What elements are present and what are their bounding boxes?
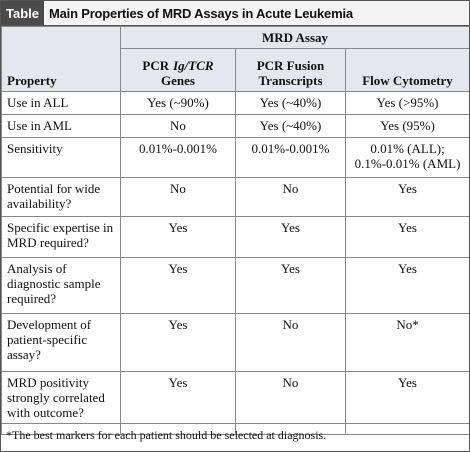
- property-cell: Specific expertise in MRD required?: [1, 216, 121, 258]
- value-cell: Yes: [344, 371, 469, 435]
- column-header-part: PCR Fusion: [256, 58, 325, 73]
- value-cell: Yes: [344, 177, 469, 217]
- value-cell: No: [120, 177, 236, 217]
- value-cell: No: [120, 114, 236, 138]
- property-cell: Use in AML: [1, 114, 121, 138]
- table-body: Use in ALL Yes (~90%) Yes (~40%) Yes (>95%)…: [1, 91, 469, 435]
- footnote: *The best markers for each patient shoul…: [1, 423, 469, 451]
- value-cell: No: [235, 371, 346, 435]
- header-bar: Table Main Properties of MRD Assays in A…: [1, 1, 469, 26]
- value-cell: Yes: [120, 313, 236, 372]
- table-row: Specific expertise in MRD required? Yes Ye…: [1, 216, 469, 258]
- table-row: Development of patient-specific assay? Ye…: [1, 313, 469, 372]
- table-title: Main Properties of MRD Assays in Acute L…: [49, 5, 353, 21]
- header-row: Property MRD Assay: [1, 26, 469, 92]
- value-cell: 0.01% (ALL); 0.1%-0.01% (AML): [344, 137, 469, 178]
- table: Property MRD Assay PCR Ig/TCR Genes PCR Fusio…: [1, 26, 469, 435]
- column-header: Flow Cytometry: [344, 48, 469, 92]
- value-cell: 0.01%-0.001%: [120, 137, 236, 178]
- value-cell: Yes (>95%): [344, 91, 469, 115]
- column-header-part: Flow Cytometry: [362, 73, 453, 88]
- column-header-part: Transcripts: [258, 73, 323, 88]
- table-row: Use in ALL Yes (~90%) Yes (~40%) Yes (>95%): [1, 91, 469, 115]
- value-cell: Yes: [344, 257, 469, 314]
- value-cell: Yes: [120, 371, 236, 435]
- table-row: Use in AML No Yes (~40%) Yes (95%): [1, 114, 469, 138]
- value-cell: Yes: [235, 257, 346, 314]
- column-header-part: Genes: [161, 73, 195, 88]
- value-cell: Yes: [344, 216, 469, 258]
- value-cell: No*: [344, 313, 469, 372]
- value-cell: Yes (~90%): [120, 91, 236, 115]
- header-row: PCR Ig/TCR Genes PCR Fusion Transcripts Flow …: [2, 48, 469, 92]
- column-header: PCR Fusion Transcripts: [235, 48, 346, 92]
- table-row: Analysis of diagnostic sample required? Y…: [1, 257, 469, 314]
- column-header: PCR Ig/TCR Genes: [120, 48, 236, 92]
- table-row: MRD positivity strongly correlated with …: [1, 371, 469, 435]
- value-cell: No: [235, 313, 346, 372]
- property-cell: Potential for wide availability?: [1, 177, 121, 217]
- value-cell: Yes (~40%): [235, 91, 346, 115]
- table-row: Potential for wide availability? No No Yes: [1, 177, 469, 217]
- table-head: Property MRD Assay PCR Ig/TCR Genes PCR Fusio…: [1, 26, 469, 92]
- table-label: Table: [1, 1, 44, 25]
- value-cell: Yes (~40%): [235, 114, 346, 138]
- value-cell: Yes: [235, 216, 346, 258]
- group-header: MRD Assay: [119, 26, 469, 49]
- value-cell: 0.01%-0.001%: [235, 137, 346, 178]
- property-header: Property: [1, 26, 121, 92]
- column-header-part: Ig/TCR: [173, 58, 214, 73]
- property-cell: Sensitivity: [1, 137, 121, 178]
- property-cell: MRD positivity strongly correlated with …: [1, 371, 121, 435]
- value-cell: No: [235, 177, 346, 217]
- value-cell: Yes (95%): [344, 114, 469, 138]
- property-cell: Analysis of diagnostic sample required?: [1, 257, 121, 314]
- property-cell: Development of patient-specific assay?: [1, 313, 121, 372]
- value-cell: Yes: [120, 216, 236, 258]
- value-cell: Yes: [120, 257, 236, 314]
- table-row: Sensitivity 0.01%-0.001% 0.01%-0.001% 0.01%…: [1, 137, 469, 178]
- column-header-part: PCR: [142, 58, 170, 73]
- property-cell: Use in ALL: [1, 91, 121, 115]
